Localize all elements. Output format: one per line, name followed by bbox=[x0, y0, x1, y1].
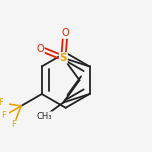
Text: F: F bbox=[11, 120, 16, 129]
Text: F: F bbox=[0, 98, 3, 107]
Text: F: F bbox=[1, 112, 6, 121]
Text: CH₃: CH₃ bbox=[36, 112, 52, 121]
Text: O: O bbox=[36, 44, 44, 54]
Text: O: O bbox=[62, 28, 69, 38]
Text: S: S bbox=[60, 53, 67, 63]
